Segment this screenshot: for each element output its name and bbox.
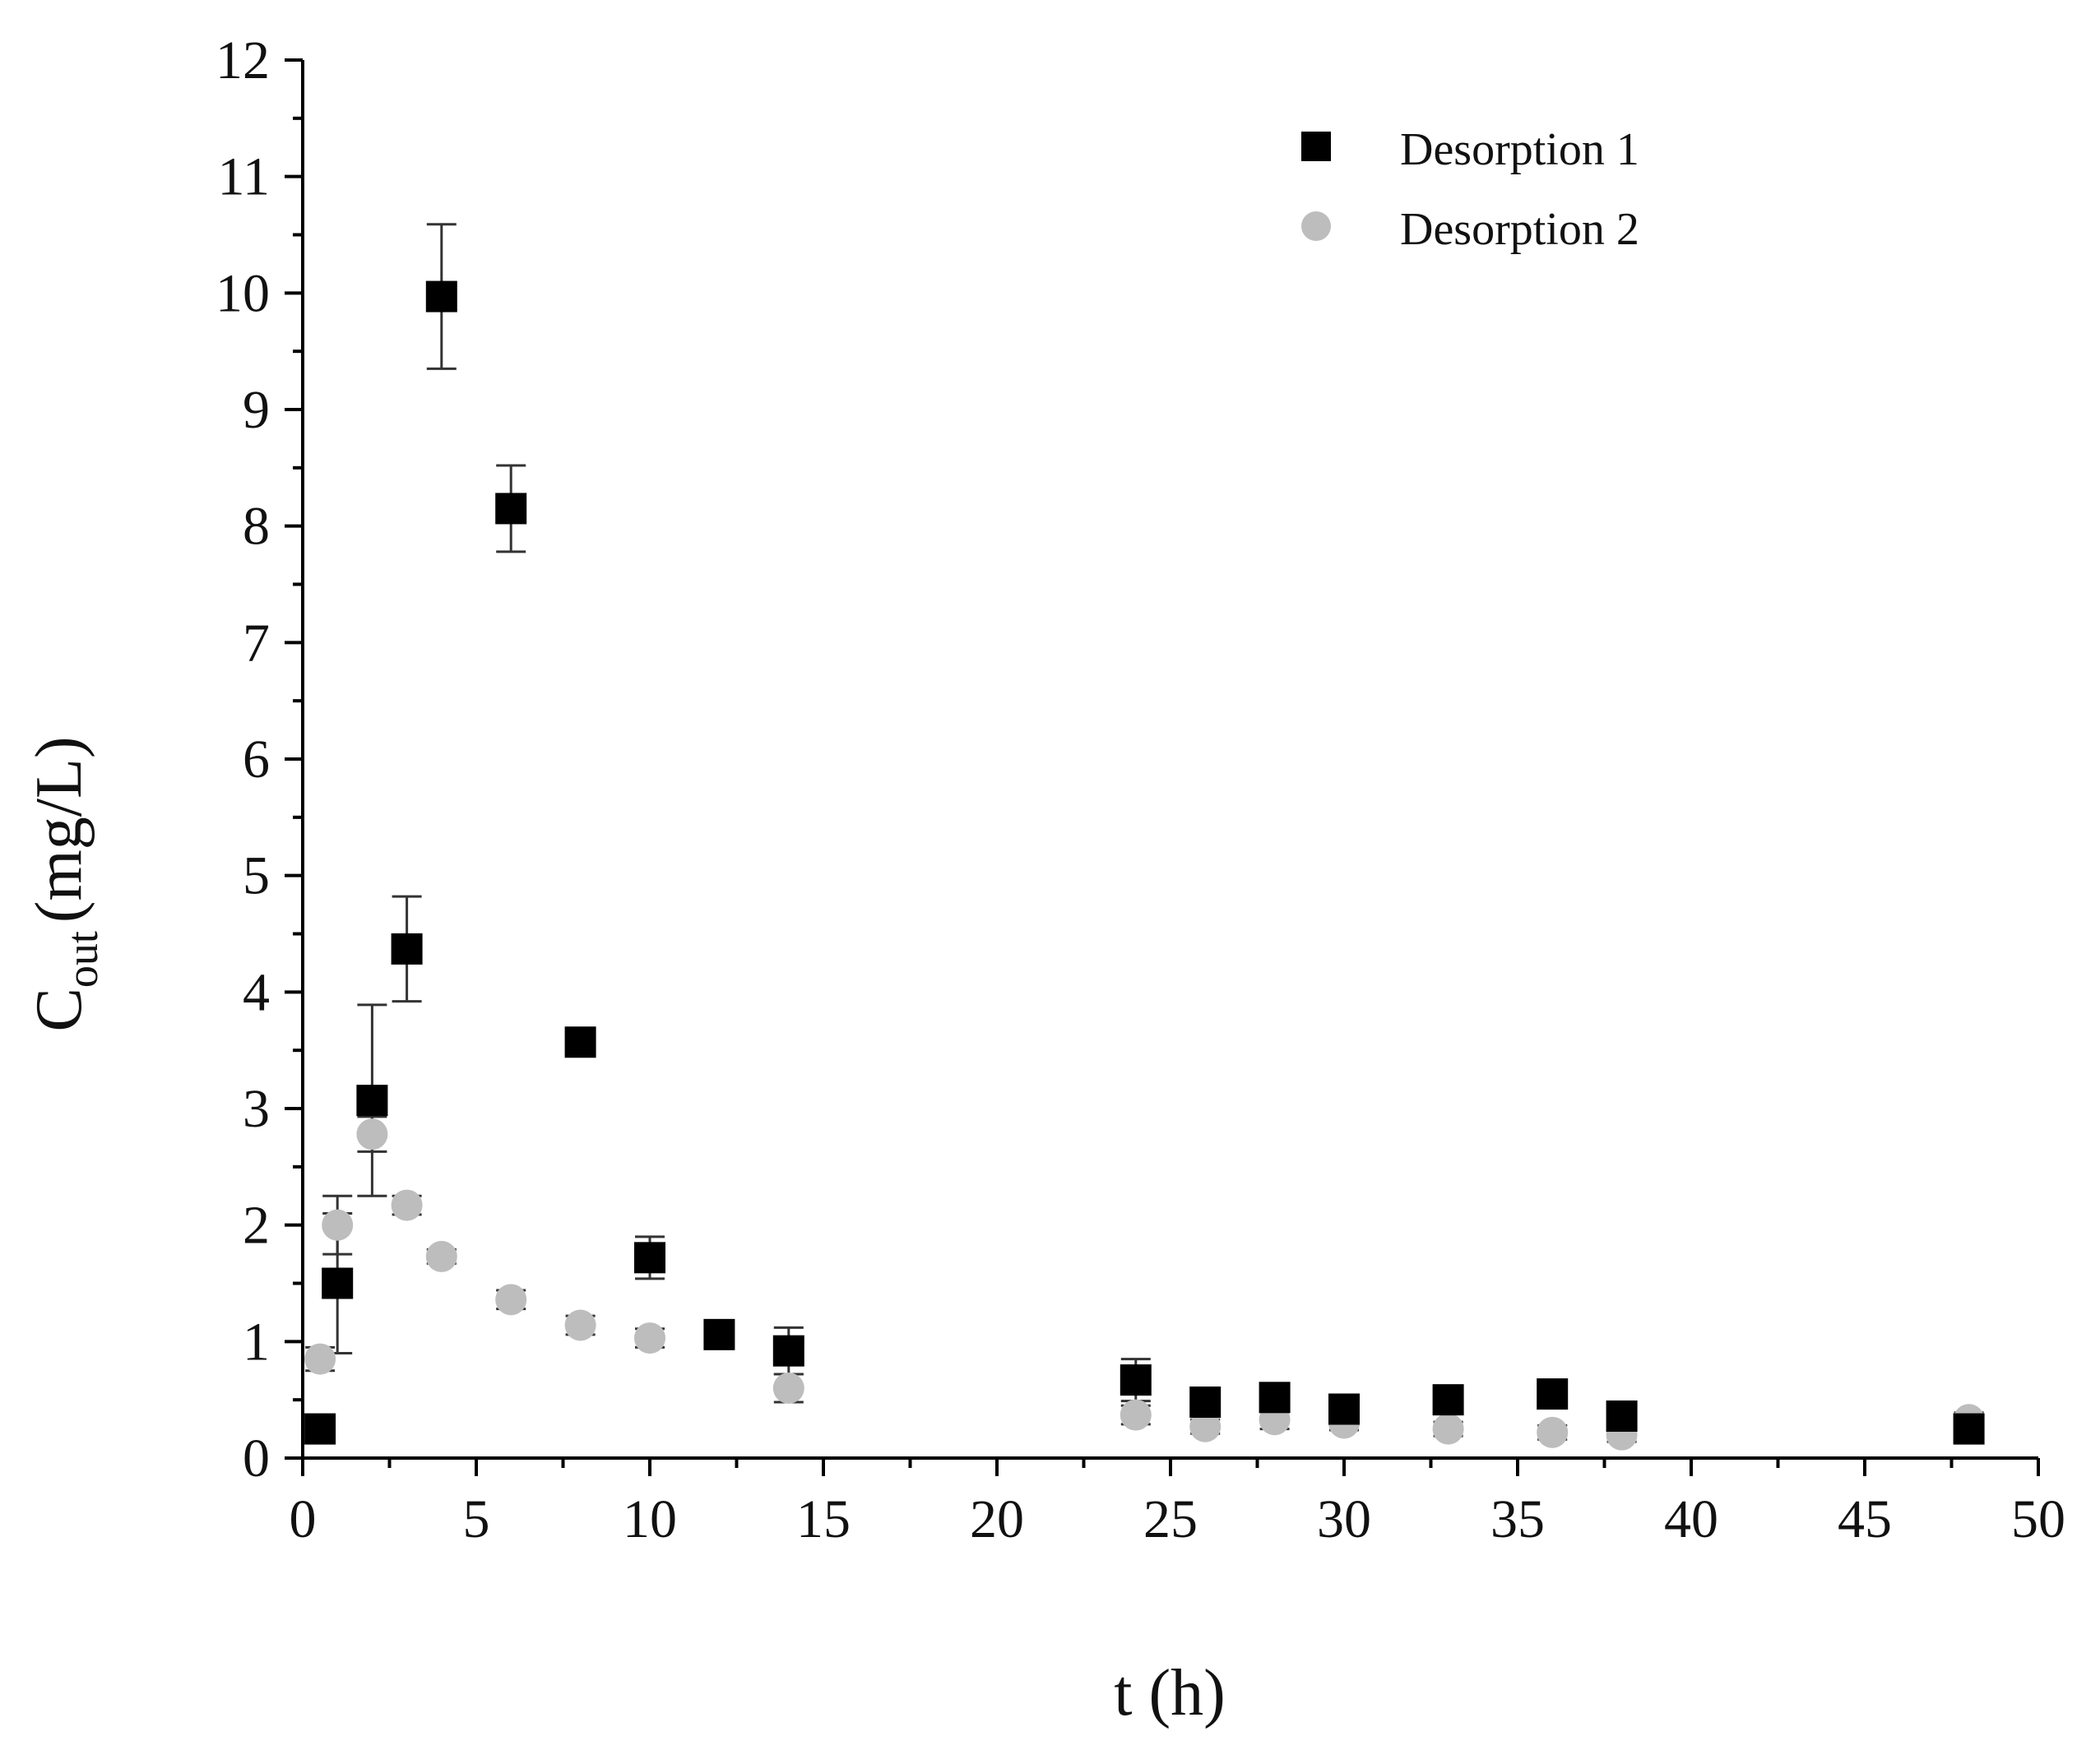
desorption-1-point: [425, 280, 457, 312]
y-tick-label: 12: [216, 30, 270, 90]
x-tick-label: 45: [1838, 1489, 1892, 1549]
desorption-2-point: [772, 1373, 804, 1404]
legend-label-desorption-2: Desorption 2: [1400, 204, 1639, 255]
y-tick-label: 3: [243, 1079, 270, 1139]
desorption-1-point: [1328, 1393, 1360, 1425]
desorption-1-point: [356, 1085, 388, 1117]
y-axis-title: Cout (mg/L): [23, 737, 107, 1032]
x-axis-title: t (h): [1114, 1657, 1226, 1729]
x-tick-label: 10: [623, 1489, 677, 1549]
y-tick-label: 9: [243, 380, 270, 440]
desorption-1-point: [1259, 1382, 1291, 1414]
legend-marker-desorption-2: [1301, 211, 1331, 241]
desorption-1-point: [634, 1242, 665, 1274]
y-tick-label: 2: [243, 1196, 270, 1256]
x-tick-label: 5: [463, 1489, 490, 1549]
desorption-1-point: [1432, 1384, 1464, 1416]
error-bars: [305, 223, 1984, 1443]
axes: [301, 60, 2038, 1460]
x-tick-label: 0: [290, 1489, 317, 1549]
desorption-1-point: [1953, 1413, 1985, 1445]
desorption-2-point: [1189, 1410, 1222, 1442]
y-axis-title-main: C: [23, 988, 95, 1031]
desorption-1-point: [1606, 1400, 1638, 1432]
desorption-2-point: [322, 1209, 354, 1241]
x-axis-ticks: 0 5 10 15 20 25 30 35 40 45 50: [290, 1458, 2065, 1549]
y-tick-label: 10: [216, 263, 270, 323]
y-tick-label: 0: [243, 1428, 270, 1488]
y-axis-title-unit: (mg/L): [23, 737, 95, 924]
desorption-2-point: [564, 1309, 596, 1341]
y-tick-label: 7: [243, 613, 270, 673]
desorption-2-point: [391, 1189, 423, 1221]
desorption-2-point: [634, 1322, 665, 1354]
desorption-1-point: [322, 1267, 354, 1299]
legend: Desorption 1 Desorption 2: [1301, 124, 1639, 255]
y-tick-label: 8: [243, 497, 270, 557]
legend-marker-desorption-1: [1301, 132, 1331, 161]
desorption-2-point: [1432, 1413, 1464, 1445]
desorption-1-point: [495, 493, 527, 525]
desorption-1-point: [304, 1413, 336, 1445]
desorption-1-point: [772, 1335, 804, 1367]
desorption-2-point: [425, 1240, 457, 1272]
x-tick-label: 40: [1664, 1489, 1718, 1549]
y-axis-title-sub: out: [58, 931, 107, 988]
y-tick-label: 5: [243, 846, 270, 906]
x-tick-label: 15: [796, 1489, 851, 1549]
legend-label-desorption-1: Desorption 1: [1400, 124, 1639, 175]
y-tick-label: 6: [243, 729, 270, 789]
desorption-1-point: [1120, 1364, 1152, 1396]
x-tick-label: 50: [2011, 1489, 2065, 1549]
desorption-1-point: [564, 1026, 596, 1058]
desorption-1-point: [1537, 1378, 1569, 1410]
desorption-1-point: [1189, 1387, 1222, 1418]
x-tick-label: 35: [1490, 1489, 1545, 1549]
desorption-1-point: [391, 933, 423, 965]
x-tick-label: 25: [1143, 1489, 1198, 1549]
desorption-2-point: [1120, 1399, 1152, 1431]
desorption-2-point: [356, 1118, 388, 1150]
x-tick-label: 20: [970, 1489, 1024, 1549]
y-tick-label: 11: [217, 147, 270, 207]
desorption-2-point: [1537, 1416, 1569, 1448]
desorption-2-point: [495, 1284, 527, 1316]
x-tick-label: 30: [1317, 1489, 1371, 1549]
desorption-1-point: [703, 1318, 735, 1350]
y-tick-label: 1: [243, 1312, 270, 1372]
data-points: [304, 280, 1985, 1451]
y-tick-label: 4: [243, 962, 270, 1022]
desorption-2-point: [304, 1343, 336, 1375]
